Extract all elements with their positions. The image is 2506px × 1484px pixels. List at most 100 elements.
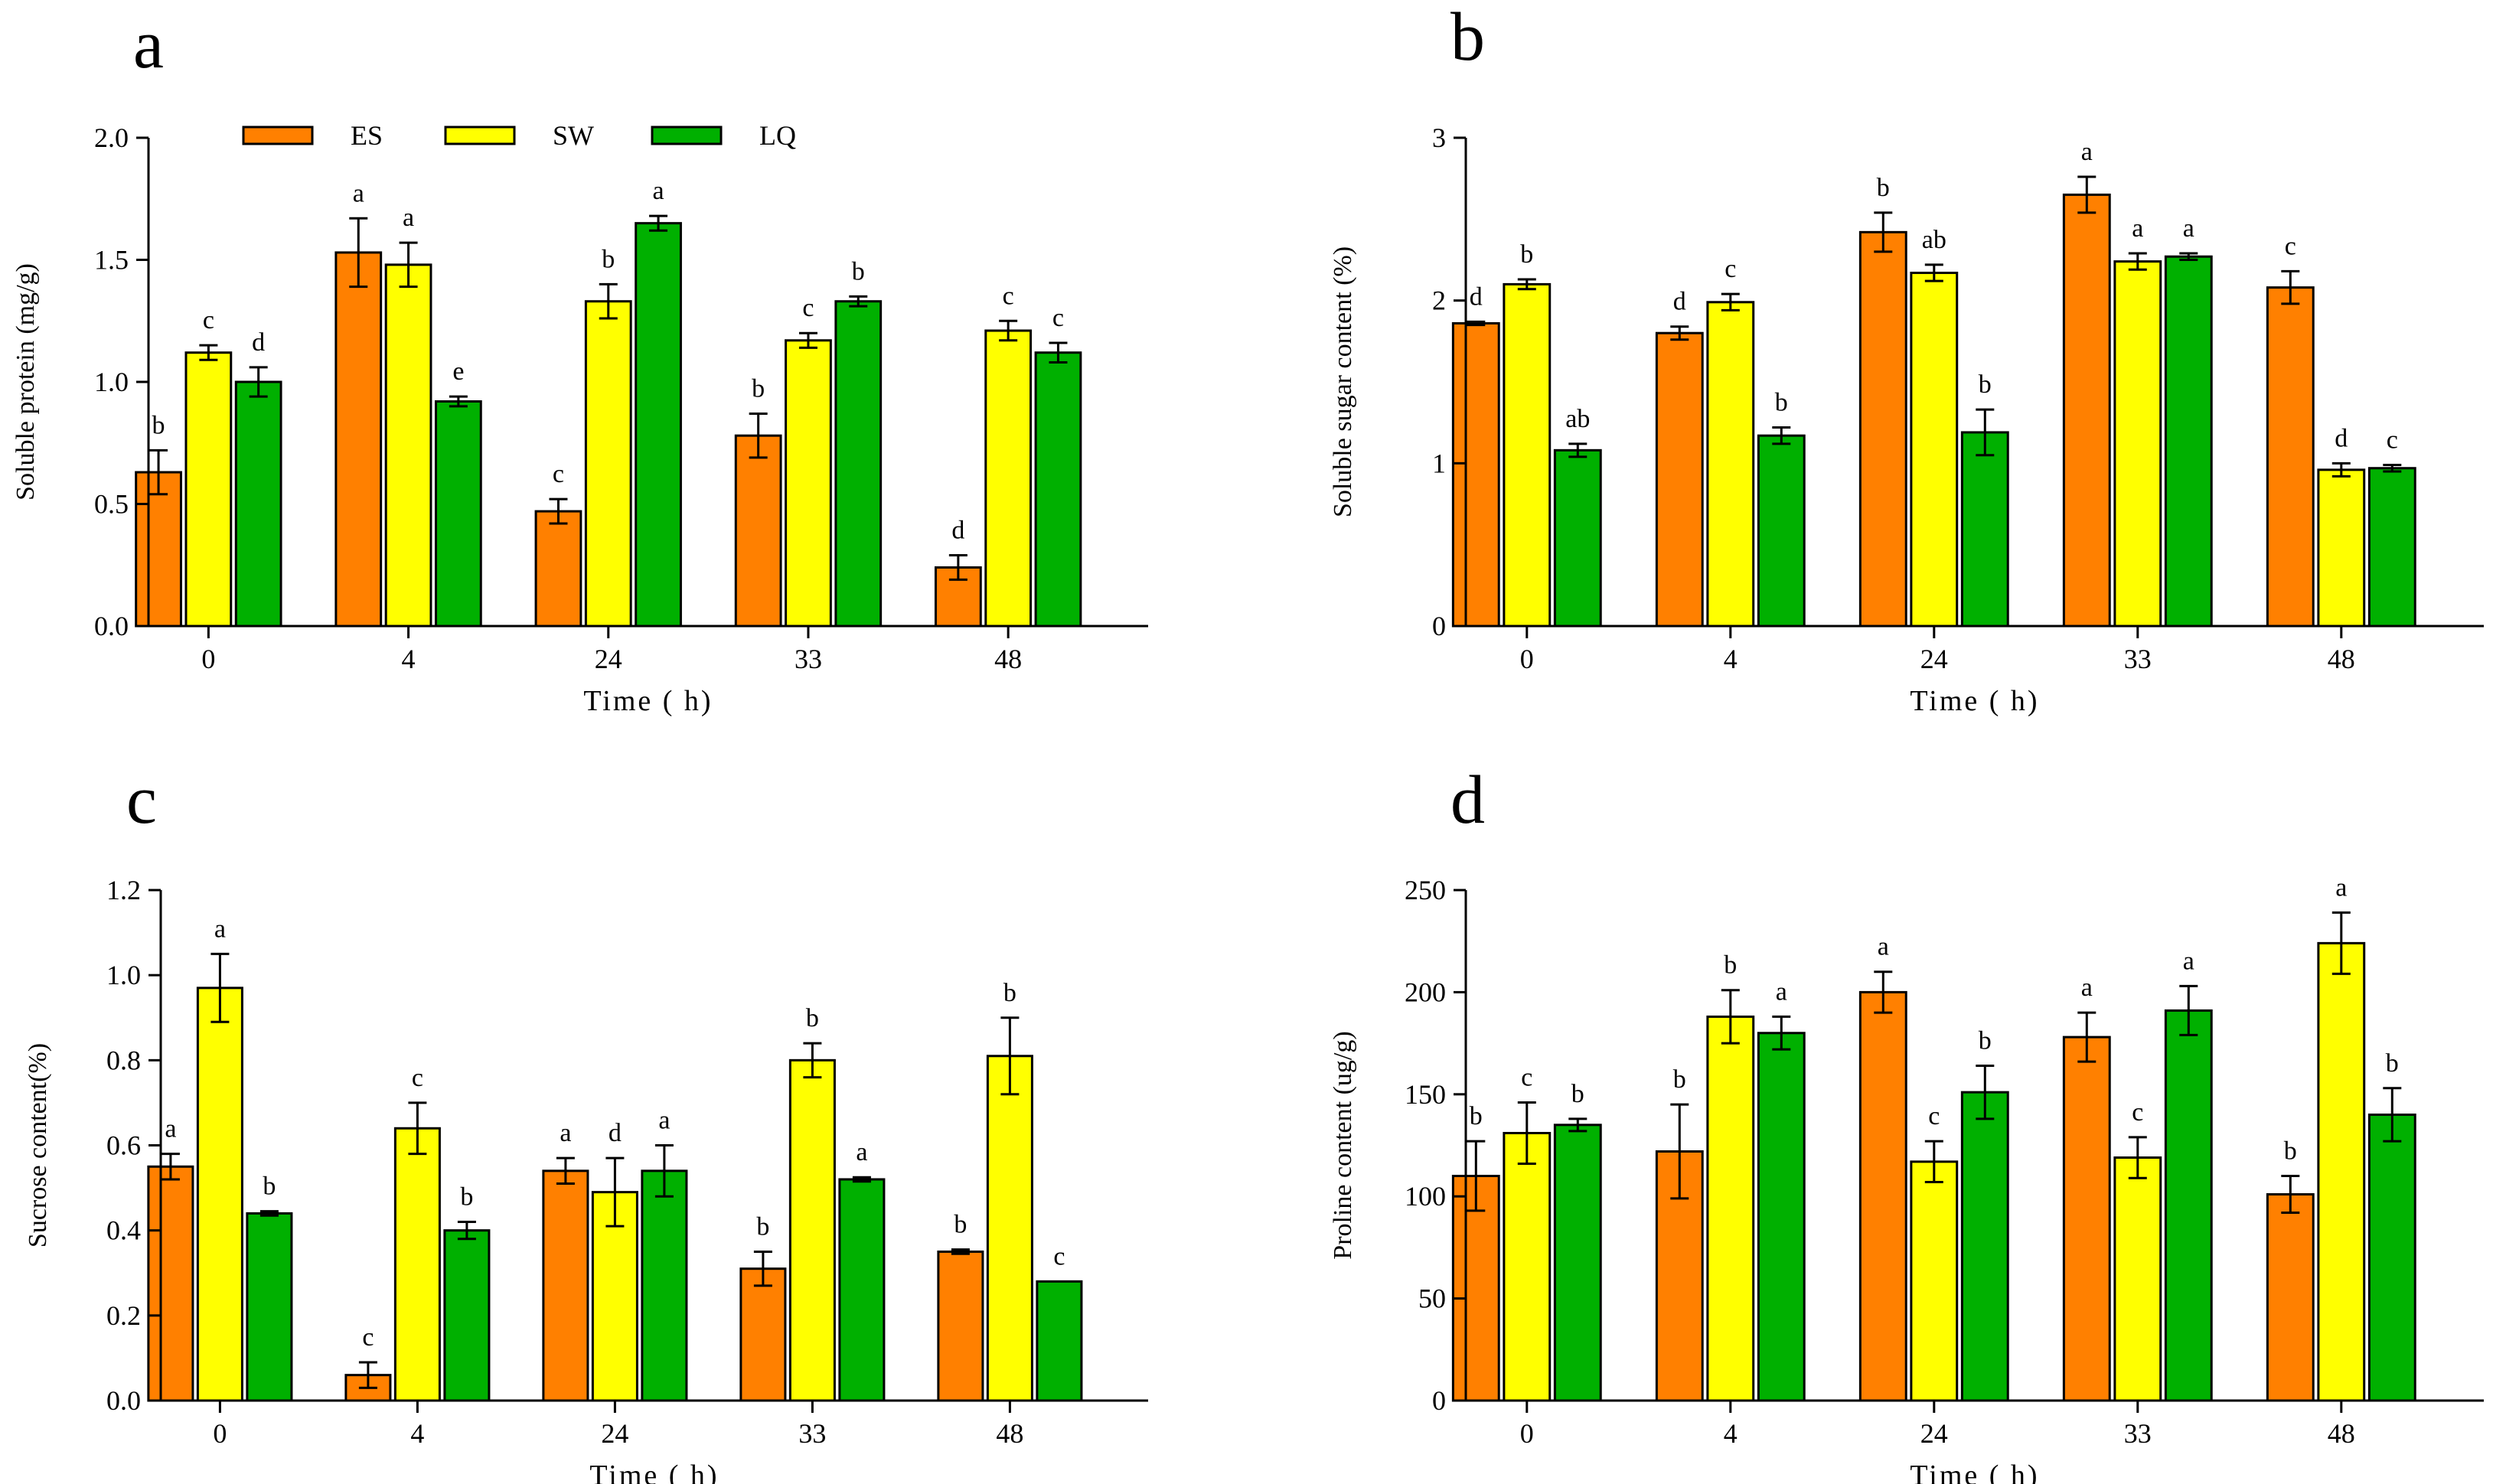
significance-letter: d (2335, 424, 2348, 452)
bar-lq (641, 1169, 688, 1402)
bar-lq (1036, 1280, 1083, 1402)
significance-letter: b (2386, 1049, 2399, 1078)
x-tick-label: 48 (996, 1418, 1023, 1449)
significance-letter: b (1979, 370, 1992, 399)
significance-letter: c (2387, 426, 2398, 454)
bar-es (542, 1169, 589, 1402)
legend: ES SW LQ (242, 120, 796, 151)
bar-lq (838, 1178, 886, 1402)
bar-lq (2164, 255, 2213, 628)
panel-a: a b a c b d c a b c c d e a b c 0.0 0.5 1.0 1.5 2.0 0 4 24 33 48 T… (11, 7, 1148, 717)
bar-sw (1706, 1015, 1755, 1402)
x-axis-label: Time ( h) (583, 685, 713, 717)
x-tick-label: 0 (1520, 644, 1534, 674)
significance-letter: d (1673, 288, 1686, 316)
significance-letter: c (412, 1064, 423, 1092)
panel-d: d b b a a b c b c c a b a b a b 0 50 100 150 200 250 0 4 24 33 48 T… (1329, 762, 2484, 1484)
significance-letter: a (2081, 138, 2093, 166)
bar-sw (986, 1055, 1033, 1402)
significance-letter: ab (1922, 226, 1946, 254)
x-tick-label: 0 (213, 1418, 227, 1449)
significance-letter: b (460, 1183, 473, 1212)
legend-swatch-lq (651, 126, 723, 145)
y-tick-label: 200 (1405, 977, 1446, 1007)
y-tick-label: 0 (1432, 1385, 1446, 1416)
significance-letter: c (1725, 255, 1736, 283)
y-axis-label: Soluble protein (mg/g) (11, 263, 40, 501)
y-tick-label: 150 (1405, 1079, 1446, 1110)
significance-letter: a (2335, 873, 2347, 902)
y-tick-label: 50 (1418, 1283, 1446, 1314)
significance-letter: d (951, 516, 964, 544)
bar-lq (434, 400, 482, 628)
x-tick-label: 24 (601, 1418, 628, 1449)
significance-letter: b (1571, 1080, 1584, 1108)
bar-es (739, 1267, 787, 1402)
x-tick-label: 33 (798, 1418, 826, 1449)
bar-es (2266, 1193, 2315, 1402)
significance-letter: b (852, 257, 865, 285)
bar-sw (984, 329, 1033, 628)
significance-letter: b (1003, 979, 1016, 1007)
y-tick-label: 250 (1405, 875, 1446, 905)
significance-letter: d (252, 328, 265, 357)
y-tick-label: 0.8 (106, 1045, 141, 1075)
bar-sw (2317, 941, 2366, 1402)
x-axis-label: Time ( h) (1910, 1460, 2039, 1484)
bar-es (534, 510, 582, 628)
bar-lq (443, 1229, 491, 1402)
significance-letter: c (362, 1323, 374, 1352)
significance-letter: b (1520, 240, 1533, 269)
y-axis-label: Sucrose content(%) (24, 1043, 52, 1248)
y-tick-label: 1.5 (94, 245, 129, 276)
significance-letter: c (1052, 304, 1064, 332)
bar-lq (635, 222, 682, 628)
bar-sw (393, 1127, 441, 1402)
bar-lq (1960, 1091, 2009, 1402)
significance-letter: e (452, 357, 464, 386)
significance-letter: a (214, 915, 226, 943)
y-tick-label: 0.2 (106, 1300, 141, 1331)
bar-lq (1757, 1032, 1806, 1402)
bar-sw (1503, 1131, 1552, 1402)
x-tick-label: 33 (2124, 644, 2152, 674)
significance-letter: a (2183, 214, 2194, 243)
bar-sw (1910, 272, 1959, 628)
significance-letter: c (1521, 1063, 1532, 1091)
significance-letter: b (954, 1211, 967, 1239)
y-tick-label: 1.0 (106, 960, 141, 990)
y-tick-label: 1 (1432, 448, 1446, 478)
bar-es (2062, 193, 2111, 628)
significance-letter: c (2285, 232, 2296, 260)
significance-letter: a (560, 1119, 571, 1147)
significance-letter: a (658, 1107, 670, 1135)
bar-es (1858, 990, 1907, 1402)
bar-lq (834, 300, 883, 628)
bar-sw (2317, 468, 2366, 628)
bar-sw (2113, 1156, 2162, 1402)
y-tick-label: 1.2 (106, 875, 141, 905)
significance-letter: a (353, 179, 364, 207)
bar-sw (1503, 282, 1552, 628)
x-tick-label: 48 (2328, 1418, 2355, 1449)
bar-lq (1553, 1124, 1602, 1402)
x-tick-label: 4 (1724, 1418, 1738, 1449)
legend-label-es: ES (351, 120, 383, 151)
significance-letter: b (263, 1173, 276, 1201)
panel-b: b d d b a c b c ab a d ab b b a c 0 1 2 3 0 4 24 33 48 Time ( h) S… (1329, 0, 2484, 717)
x-tick-label: 33 (2124, 1418, 2152, 1449)
significance-letter: b (2284, 1137, 2297, 1166)
bar-sw (1706, 301, 1755, 628)
y-tick-label: 0.0 (106, 1385, 141, 1416)
significance-letter: b (752, 374, 765, 403)
panel-letter: c (126, 762, 157, 838)
significance-letter: a (403, 204, 414, 232)
y-tick-label: 2.0 (94, 122, 129, 153)
bar-lq (2367, 1113, 2416, 1402)
significance-letter: b (1470, 1102, 1483, 1130)
bar-lq (234, 380, 282, 628)
bar-es (1451, 321, 1500, 628)
y-axis-label: Proline content (ug/g) (1329, 1031, 1357, 1259)
bar-sw (785, 339, 832, 628)
